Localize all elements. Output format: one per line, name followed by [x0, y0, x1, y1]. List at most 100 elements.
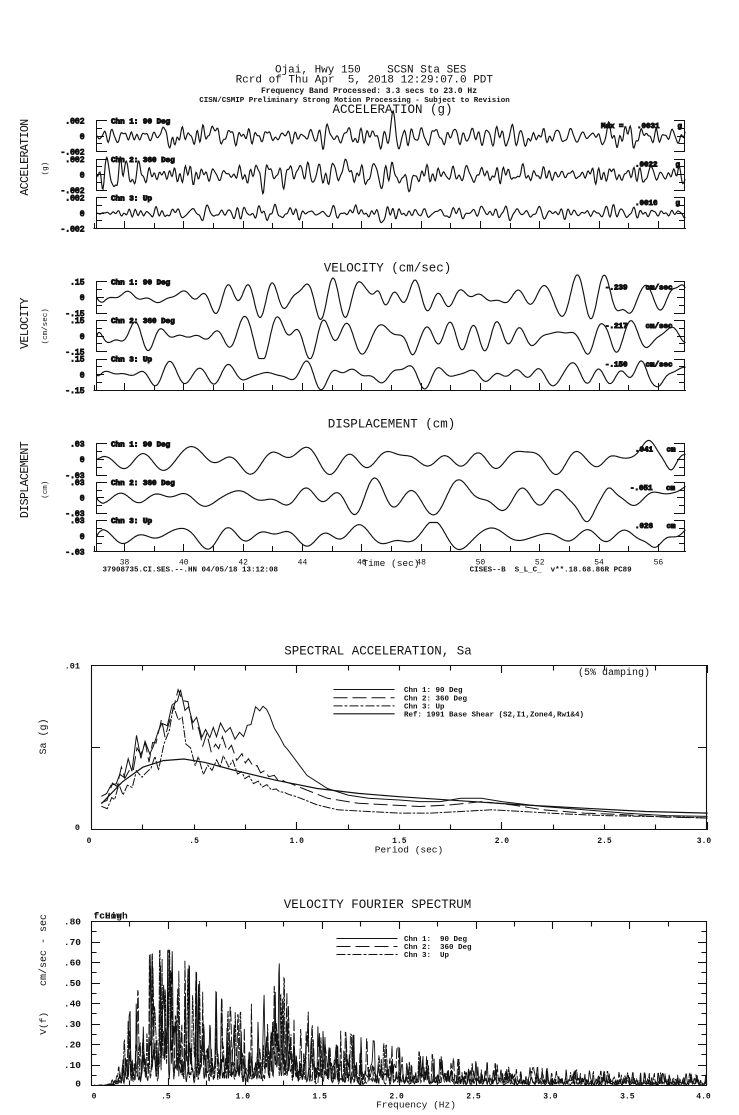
svg-text:V(f): V(f) [38, 1012, 49, 1035]
svg-text:Chn 1: 90 Deg: Chn 1: 90 Deg [111, 442, 171, 450]
svg-text:Chn 3: Up: Chn 3: Up [404, 952, 450, 960]
svg-text:Ojai, Hwy 150 SCSN Sta SES: Ojai, Hwy 150 SCSN Sta SES [275, 64, 467, 76]
svg-text:Max = .0031 g: Max = .0031 g [601, 123, 683, 131]
svg-text:CISN/CSMIP Preliminary Strong: CISN/CSMIP Preliminary Strong Motion Pro… [199, 97, 510, 105]
svg-text:cm/sec - sec: cm/sec - sec [38, 914, 50, 986]
svg-text:Chn 3: Up: Chn 3: Up [111, 357, 152, 365]
svg-text:.5: .5 [189, 837, 199, 846]
svg-text:Sa (g): Sa (g) [38, 718, 50, 754]
svg-text:.01: .01 [65, 661, 80, 671]
svg-text:1.0: 1.0 [236, 1093, 251, 1102]
svg-text:2.5: 2.5 [597, 837, 612, 846]
svg-text:.041 cm: .041 cm [635, 447, 676, 455]
svg-text:.0016 g: .0016 g [635, 200, 681, 208]
svg-text:Frequency (Hz): Frequency (Hz) [376, 1100, 456, 1111]
svg-text:.03: .03 [70, 441, 85, 450]
svg-text:fcHigh: fcHigh [94, 911, 129, 922]
svg-text:-.002: -.002 [60, 187, 84, 196]
svg-text:2.0: 2.0 [495, 837, 510, 846]
svg-text:-.002: -.002 [60, 225, 84, 234]
svg-text:(5% damping): (5% damping) [578, 667, 650, 679]
svg-text:3.5: 3.5 [620, 1093, 635, 1102]
svg-text:Chn 2: 360 Deg: Chn 2: 360 Deg [404, 944, 472, 952]
svg-text:.5: .5 [161, 1093, 171, 1102]
svg-text:-.051 cm: -.051 cm [630, 485, 676, 493]
svg-text:Rcrd of Thu Apr 5, 2018 12:29: Rcrd of Thu Apr 5, 2018 12:29:07.0 PDT [236, 74, 494, 86]
svg-text:-.03: -.03 [65, 472, 84, 481]
svg-text:48: 48 [416, 558, 426, 567]
svg-text:-.002: -.002 [60, 148, 84, 157]
svg-text:52: 52 [535, 558, 545, 567]
svg-text:VELOCITY: VELOCITY [19, 298, 32, 349]
svg-text:2.0: 2.0 [389, 1093, 404, 1102]
svg-text:0: 0 [80, 533, 85, 542]
svg-text:1.5: 1.5 [312, 1093, 327, 1102]
svg-text:.40: .40 [64, 999, 81, 1010]
svg-text:.20: .20 [64, 1040, 81, 1051]
svg-text:(g): (g) [42, 162, 50, 176]
svg-text:.15: .15 [70, 317, 85, 326]
svg-text:0: 0 [80, 171, 85, 180]
svg-text:Chn 2: 360 Deg: Chn 2: 360 Deg [111, 157, 175, 165]
svg-text:1.0: 1.0 [289, 837, 304, 846]
svg-text:(cm): (cm) [42, 481, 50, 499]
svg-text:CISES--B S_L_C_ v**.18.68.86: CISES--B S_L_C_ v**.18.68.86R PC89 [470, 567, 633, 575]
svg-text:Chn 2: 360 Deg: Chn 2: 360 Deg [404, 695, 468, 703]
svg-text:-.03: -.03 [65, 510, 84, 519]
svg-text:44: 44 [298, 558, 308, 567]
svg-text:Period (sec): Period (sec) [375, 845, 443, 856]
svg-text:42: 42 [238, 558, 248, 567]
svg-text:.03: .03 [70, 479, 85, 488]
svg-text:0: 0 [75, 1079, 81, 1090]
svg-text:0: 0 [75, 823, 80, 833]
svg-text:0: 0 [80, 495, 85, 504]
svg-text:0: 0 [87, 837, 92, 846]
svg-text:.80: .80 [64, 917, 81, 928]
svg-text:3.0: 3.0 [543, 1093, 558, 1102]
svg-text:.10: .10 [64, 1060, 81, 1071]
svg-text:4.0: 4.0 [696, 1093, 711, 1102]
svg-text:Chn 1: 90 Deg: Chn 1: 90 Deg [111, 280, 171, 288]
svg-text:3.0: 3.0 [697, 837, 712, 846]
svg-text:.002: .002 [65, 156, 84, 165]
svg-text:-.03: -.03 [65, 548, 84, 557]
svg-text:56: 56 [654, 558, 664, 567]
svg-text:-.15: -.15 [65, 310, 84, 319]
svg-text:0: 0 [80, 294, 85, 303]
svg-text:.0022 g: .0022 g [635, 162, 681, 170]
svg-text:.50: .50 [64, 978, 81, 989]
svg-text:.026 cm: .026 cm [635, 523, 676, 531]
svg-text:-.150 cm/sec: -.150 cm/sec [605, 362, 673, 370]
svg-text:Ref: 1991 Base Shear (S2,I1,Zo: Ref: 1991 Base Shear (S2,I1,Zone4,Rw1&4) [404, 711, 584, 719]
svg-text:-.239 cm/sec: -.239 cm/sec [605, 284, 673, 292]
svg-text:38: 38 [120, 558, 130, 567]
svg-text:-.217 cm/sec: -.217 cm/sec [605, 323, 673, 331]
svg-text:Chn 3: Up: Chn 3: Up [111, 518, 152, 526]
svg-text:VELOCITY (cm/sec): VELOCITY (cm/sec) [324, 262, 452, 276]
svg-text:SPECTRAL ACCELERATION, Sa: SPECTRAL ACCELERATION, Sa [284, 645, 472, 659]
svg-text:ACCELERATION: ACCELERATION [19, 119, 32, 195]
svg-text:Chn 2: 360 Deg: Chn 2: 360 Deg [111, 318, 175, 326]
svg-text:ACCELERATION (g): ACCELERATION (g) [332, 103, 452, 117]
svg-text:1.5: 1.5 [392, 837, 407, 846]
svg-text:Chn 1: 90 Deg: Chn 1: 90 Deg [404, 936, 468, 944]
svg-text:54: 54 [594, 558, 604, 567]
svg-text:0: 0 [80, 333, 85, 342]
svg-text:.70: .70 [64, 937, 81, 948]
svg-text:VELOCITY FOURIER SPECTRUM: VELOCITY FOURIER SPECTRUM [284, 898, 472, 912]
svg-text:40: 40 [179, 558, 189, 567]
svg-text:.15: .15 [70, 279, 85, 288]
svg-text:.002: .002 [65, 117, 84, 126]
svg-text:0: 0 [92, 1093, 97, 1102]
svg-text:Chn 3: Up: Chn 3: Up [111, 195, 152, 203]
svg-text:0: 0 [80, 133, 85, 142]
svg-text:DISPLACEMENT (cm): DISPLACEMENT (cm) [328, 418, 456, 432]
svg-text:.03: .03 [70, 517, 85, 526]
svg-text:(cm/sec): (cm/sec) [42, 308, 50, 344]
svg-text:fcLow: fcLow [94, 911, 123, 922]
svg-text:50: 50 [476, 558, 486, 567]
svg-text:Time (sec): Time (sec) [362, 558, 419, 569]
svg-text:DISPLACEMENT: DISPLACEMENT [19, 441, 32, 518]
svg-text:Frequency Band Processed: 3.3: Frequency Band Processed: 3.3 secs to 23… [261, 87, 477, 96]
svg-text:.30: .30 [64, 1019, 81, 1030]
